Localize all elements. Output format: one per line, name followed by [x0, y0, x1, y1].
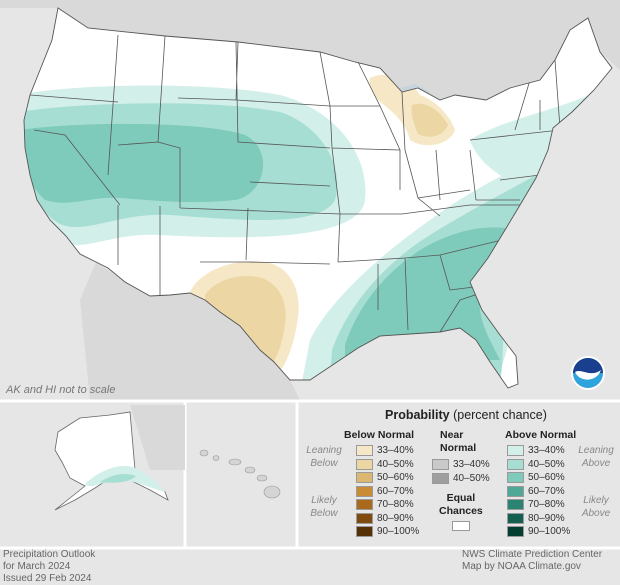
equal-chances-swatch	[452, 521, 470, 531]
below-normal-bin-label-5: 80–90%	[377, 512, 414, 524]
below-normal-swatch-1	[356, 458, 373, 470]
above-normal-swatch-0	[507, 445, 524, 456]
noaa-logo	[571, 356, 605, 390]
below-normal-bin-label-1: 40–50%	[377, 458, 414, 470]
below-normal-swatch-2	[356, 472, 373, 483]
above-normal-swatch-2	[507, 472, 524, 483]
above-normal-bin-2: 50–60%	[507, 472, 565, 483]
below-normal-bin-6: 90–100%	[356, 526, 419, 537]
scale-note: AK and HI not to scale	[6, 384, 116, 396]
outlook-caption: Precipitation Outlook for March 2024 Iss…	[3, 549, 95, 585]
likely-below-label: Likely Below	[310, 495, 338, 519]
likely-above-label: Likely Above	[581, 495, 611, 519]
below-normal-bin-4: 70–80%	[356, 499, 414, 510]
alaska-inset	[54, 405, 185, 511]
near-normal-bin-label-0: 33–40%	[453, 459, 490, 470]
above-50-60-southeast	[345, 227, 506, 360]
below-normal-bin-1: 40–50%	[356, 458, 414, 470]
canada-land	[0, 0, 620, 100]
near-normal-bin-label-1: 40–50%	[453, 472, 490, 484]
below-40-50-texas	[205, 275, 286, 368]
below-normal-bin-label-4: 70–80%	[377, 499, 414, 510]
mexico-land	[80, 262, 300, 400]
above-normal-swatch-3	[507, 485, 524, 497]
above-normal-bin-label-2: 50–60%	[528, 472, 565, 483]
leaning-below-label: Leaning Below	[306, 445, 342, 469]
above-normal-bin-0: 33–40%	[507, 445, 565, 456]
credit-line-1: NWS Climate Prediction Center	[462, 549, 603, 560]
below-normal-bin-label-2: 50–60%	[377, 472, 414, 483]
caption-line-1: Precipitation Outlook	[3, 549, 96, 560]
above-normal-header: Above Normal	[505, 429, 577, 441]
above-normal-bin-label-1: 40–50%	[528, 458, 565, 470]
below-normal-swatch-3	[356, 485, 373, 497]
credit-line-2: Map by NOAA Climate.gov	[462, 561, 581, 572]
above-normal-swatch-5	[507, 512, 524, 524]
below-normal-swatch-0	[356, 445, 373, 456]
near-normal-bin-0: 33–40%	[432, 459, 490, 470]
above-normal-bin-3: 60–70%	[507, 485, 565, 497]
below-normal-bin-3: 60–70%	[356, 485, 414, 497]
above-normal-bin-label-6: 90–100%	[528, 526, 571, 537]
below-normal-bin-5: 80–90%	[356, 512, 414, 524]
near-normal-header: Near Normal	[440, 429, 477, 454]
near-normal-bin-1: 40–50%	[432, 472, 490, 484]
below-normal-bin-label-6: 90–100%	[377, 526, 420, 537]
above-normal-bin-4: 70–80%	[507, 499, 565, 510]
below-normal-bin-label-3: 60–70%	[377, 485, 414, 497]
above-normal-swatch-6	[507, 526, 524, 537]
below-normal-bin-label-0: 33–40%	[377, 445, 414, 456]
above-normal-bin-label-3: 60–70%	[528, 485, 565, 497]
leaning-above-label: Leaning Above	[578, 445, 614, 469]
below-40-50-michigan	[411, 103, 448, 137]
above-normal-bin-6: 90–100%	[507, 526, 570, 537]
caption-line-2: for March 2024	[3, 561, 71, 572]
near-normal-swatch-1	[432, 472, 449, 484]
below-normal-bin-0: 33–40%	[356, 445, 414, 456]
legend-title-main: Probability	[385, 408, 450, 422]
caption-line-3: Issued 29 Feb 2024	[3, 573, 92, 584]
below-normal-swatch-6	[356, 526, 373, 537]
below-normal-swatch-4	[356, 499, 373, 510]
above-normal-bin-label-4: 70–80%	[528, 499, 565, 510]
above-normal-swatch-4	[507, 499, 524, 510]
above-normal-swatch-1	[507, 458, 524, 470]
above-50-60-west	[24, 123, 263, 203]
below-normal-bin-2: 50–60%	[356, 472, 414, 483]
above-normal-bin-1: 40–50%	[507, 458, 565, 470]
hawaii-inset	[199, 449, 281, 499]
near-normal-swatch-0	[432, 459, 449, 470]
legend-title-sub: (percent chance)	[453, 408, 547, 422]
above-normal-bin-label-5: 80–90%	[528, 512, 565, 524]
below-normal-swatch-5	[356, 512, 373, 524]
contiguous-us	[24, 8, 612, 388]
above-normal-bin-label-0: 33–40%	[528, 445, 565, 456]
credit-caption: NWS Climate Prediction Center Map by NOA…	[462, 549, 602, 573]
below-normal-header: Below Normal	[344, 429, 415, 441]
legend-title: Probability (percent chance)	[385, 408, 547, 422]
above-normal-bin-5: 80–90%	[507, 512, 565, 524]
equal-chances-label: Equal Chances	[439, 492, 483, 517]
